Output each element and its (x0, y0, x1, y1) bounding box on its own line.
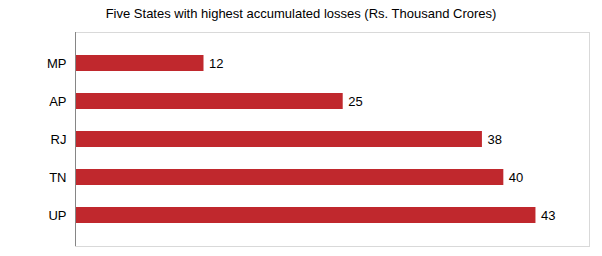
svg-text:43: 43 (541, 208, 555, 223)
svg-text:RJ: RJ (51, 132, 67, 147)
svg-text:40: 40 (509, 170, 523, 185)
svg-text:25: 25 (348, 94, 362, 109)
svg-text:TN: TN (49, 170, 66, 185)
svg-text:38: 38 (487, 132, 501, 147)
svg-text:AP: AP (49, 94, 66, 109)
svg-text:MP: MP (47, 56, 67, 71)
html-text:Five States with highest accum: Five States with highest accumulated los… (105, 6, 497, 21)
svg-text:UP: UP (48, 208, 66, 223)
svg-text:12: 12 (209, 56, 223, 71)
